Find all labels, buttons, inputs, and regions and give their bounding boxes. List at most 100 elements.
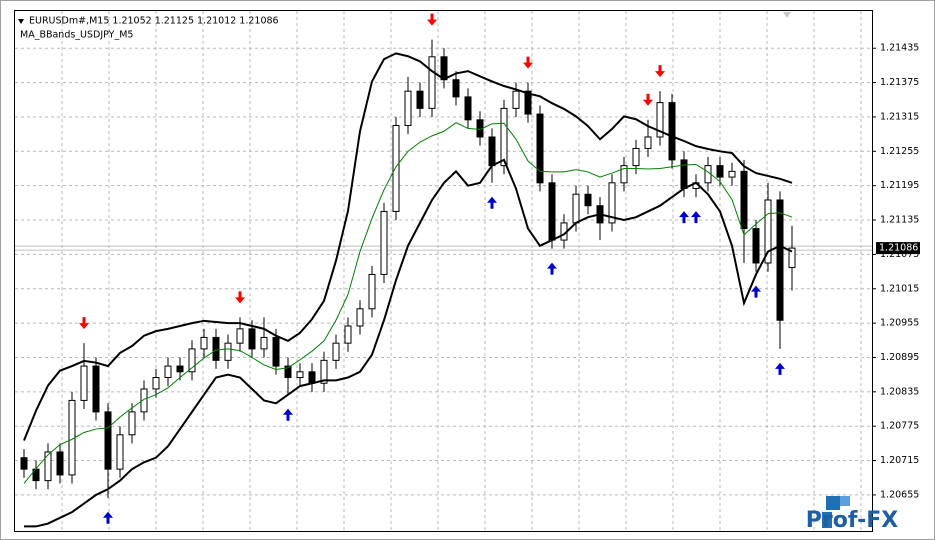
candle-body [56, 451, 64, 476]
candle-body [452, 79, 460, 98]
candle-body [80, 365, 88, 401]
candle-body [296, 371, 304, 379]
candle-body [512, 90, 520, 109]
current-price-label: 1.21086 [879, 243, 918, 254]
candle-body [752, 228, 760, 264]
watermark-icon [822, 496, 850, 528]
y-tick-label: 1.21315 [880, 111, 919, 122]
current-price-box [876, 242, 920, 255]
candle-body [524, 90, 532, 115]
candle-body [584, 193, 592, 207]
y-tick-label: 1.21195 [880, 180, 919, 191]
candle-body [176, 365, 184, 373]
sell-arrow [523, 56, 533, 69]
y-tick-label: 1.21375 [880, 77, 919, 88]
candle-body [344, 325, 352, 344]
y-tick-label: 1.21075 [880, 249, 919, 260]
sell-arrow [427, 13, 437, 26]
candle-body [668, 102, 676, 161]
sell-arrow [655, 65, 665, 78]
candle-body [656, 102, 664, 138]
candle-body [308, 371, 316, 384]
candle-body [20, 457, 28, 470]
candle-body [416, 90, 424, 109]
candle-body [248, 328, 256, 350]
candle-body [632, 147, 640, 167]
y-tick-label: 1.21435 [880, 43, 919, 54]
buy-arrow [547, 262, 557, 275]
candle-body [392, 125, 400, 212]
candle-body [272, 336, 280, 367]
candle-body [164, 365, 172, 379]
buy-arrow [103, 511, 113, 524]
candle-body [608, 182, 616, 224]
candle-body [572, 193, 580, 224]
candle-body [320, 359, 328, 384]
candle-body [548, 182, 556, 241]
y-tick-label: 1.20895 [880, 352, 919, 363]
sell-arrow [643, 93, 653, 106]
candle-body [368, 273, 376, 310]
candle-body [644, 136, 652, 149]
buy-arrow [691, 211, 701, 224]
indicator-name: MA_BBands_USDJPY_M5 [20, 30, 133, 41]
candle-body [356, 308, 364, 327]
menu-triangle[interactable] [18, 19, 24, 24]
y-tick-label: 1.21015 [880, 283, 919, 294]
candle-body [332, 342, 340, 361]
y-tick-label: 1.20655 [880, 489, 919, 500]
watermark: Prof-FX [806, 508, 898, 533]
scroll-marker [783, 12, 791, 18]
sell-arrow [235, 291, 245, 304]
buy-arrow [751, 285, 761, 298]
band-line [24, 158, 793, 528]
candle-body [500, 107, 508, 167]
y-tick-label: 1.21255 [880, 146, 919, 157]
candle-body [776, 199, 784, 321]
chart-title: EURUSDm#,M15 1.21052 1.21125 1.21012 1.2… [29, 16, 279, 27]
candle-body [680, 159, 688, 190]
buy-arrow [679, 211, 689, 224]
y-tick-label: 1.21135 [880, 215, 919, 226]
sell-arrow [79, 317, 89, 330]
candle-body [188, 348, 196, 373]
y-tick-label: 1.20835 [880, 386, 919, 397]
candle-body [212, 336, 220, 361]
band-line [23, 122, 793, 484]
plot [15, 13, 872, 528]
candle-body [224, 342, 232, 361]
candle-body [92, 365, 100, 413]
buy-arrow [283, 408, 293, 421]
y-tick-label: 1.20955 [880, 318, 919, 329]
candle-body [428, 56, 436, 109]
y-tick-label: 1.20775 [880, 421, 919, 432]
candle-body [716, 165, 724, 178]
candle-body [44, 451, 52, 482]
buy-arrow [775, 362, 785, 375]
candle-body [152, 377, 160, 390]
candle-body [464, 96, 472, 121]
candle-body [764, 199, 772, 264]
candle-body [536, 113, 544, 184]
candle-body [104, 411, 112, 470]
candle-body [728, 170, 736, 178]
candle-body [788, 247, 796, 269]
candle-body [200, 336, 208, 350]
plot-frame [14, 10, 873, 532]
candle-body [380, 210, 388, 275]
candle-body [236, 328, 244, 344]
candle-body [116, 434, 124, 470]
candle-body [440, 56, 448, 81]
candle-body [140, 388, 148, 413]
candle-body [128, 411, 136, 436]
y-tick-label: 1.20715 [880, 455, 919, 466]
candle-body [740, 170, 748, 230]
grid [15, 11, 872, 531]
candle-body [488, 136, 496, 167]
candle-body [260, 336, 268, 350]
candle-body [284, 365, 292, 379]
candle-body [404, 90, 412, 127]
